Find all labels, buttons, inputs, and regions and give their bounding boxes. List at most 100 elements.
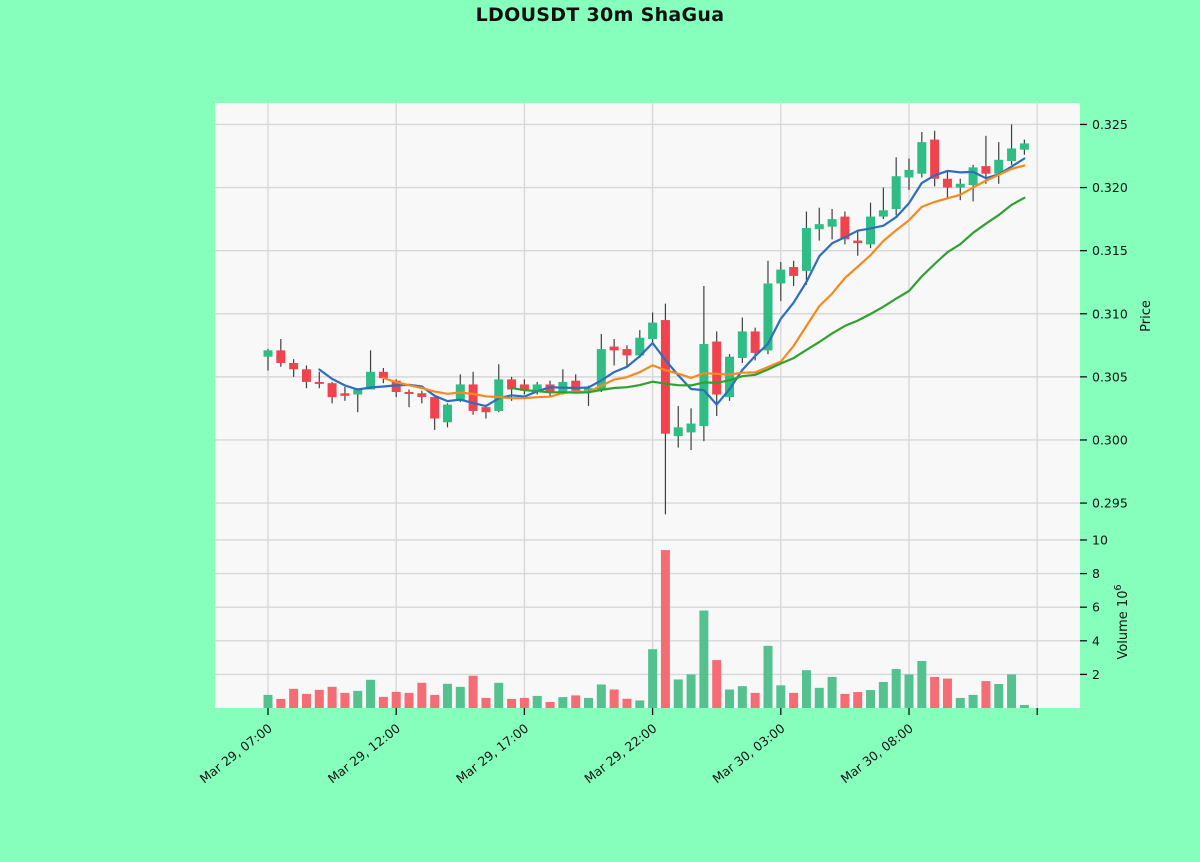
candle	[263, 349, 273, 371]
volume-tick-label: 8	[1092, 566, 1100, 581]
x-tick-label: Mar 30, 08:00	[838, 721, 916, 787]
candle-body	[596, 349, 606, 390]
candle-body	[289, 362, 299, 370]
candle-body	[955, 183, 965, 188]
volume-bar	[327, 686, 337, 708]
candle	[1019, 139, 1029, 155]
volume-tick-label: 10	[1092, 532, 1108, 547]
candle	[327, 381, 337, 404]
candle	[314, 371, 324, 389]
volume-bar	[930, 676, 940, 708]
candle	[571, 374, 581, 394]
volume-bar	[840, 693, 850, 708]
candle-body	[866, 216, 876, 245]
volume-tick-label: 2	[1092, 667, 1100, 682]
volume-bar	[417, 682, 427, 708]
candle-body	[494, 379, 504, 411]
candle-body	[917, 142, 927, 174]
volume-bar	[532, 695, 542, 708]
volume-bar	[994, 683, 1004, 708]
price-tick-label: 0.295	[1092, 496, 1128, 511]
candle	[596, 333, 606, 393]
volume-bar	[609, 689, 619, 708]
price-tick-label: 0.325	[1092, 117, 1128, 132]
price-axis-label: Price	[1139, 300, 1154, 332]
candle	[673, 405, 683, 448]
volume-bar	[891, 669, 901, 708]
x-tick-label: Mar 29, 22:00	[581, 721, 659, 787]
ma-line-ma20	[510, 196, 1026, 394]
volume-bar	[866, 690, 876, 708]
x-tick-label: Mar 29, 12:00	[325, 721, 403, 787]
candle	[699, 285, 709, 442]
volume-bar	[763, 645, 773, 708]
gridlines	[215, 103, 1080, 708]
volume-bar	[917, 660, 927, 708]
candle	[519, 379, 529, 395]
candle	[276, 339, 286, 367]
volume-bar	[904, 674, 914, 708]
candle	[660, 303, 670, 515]
plot-area	[215, 103, 1080, 708]
volume-bar	[301, 693, 311, 708]
volume-bar	[942, 678, 952, 708]
candle	[801, 211, 811, 285]
volume-bar	[455, 686, 465, 708]
volume-bar	[430, 694, 440, 708]
candle	[891, 157, 901, 216]
candle-body	[930, 139, 940, 179]
candle-body	[789, 267, 799, 276]
candle	[1007, 124, 1017, 165]
volume-bar	[968, 694, 978, 708]
price-tick-label: 0.320	[1092, 180, 1128, 195]
volume-bar	[289, 688, 299, 708]
candle-body	[571, 380, 581, 391]
x-tick-label: Mar 30, 03:00	[710, 721, 788, 787]
candles	[263, 124, 1029, 515]
volume-tick-label: 4	[1092, 633, 1100, 648]
candle-body	[827, 219, 837, 227]
volume-bar	[340, 692, 350, 708]
volume-bar	[584, 697, 593, 708]
volume-bar	[391, 691, 401, 708]
volume-bars	[263, 550, 1029, 708]
candle-body	[468, 384, 478, 411]
price-tick-label: 0.310	[1092, 306, 1128, 321]
candle-body	[712, 341, 722, 395]
volume-bar	[699, 610, 709, 708]
candle	[353, 388, 363, 413]
candle	[942, 171, 952, 199]
volume-bar	[494, 682, 504, 708]
candle	[622, 345, 632, 367]
ma-line-ma10	[382, 164, 1026, 400]
candle-body	[532, 384, 542, 391]
candle	[789, 260, 799, 286]
candle-body	[904, 169, 914, 178]
candle	[866, 202, 876, 249]
candle	[494, 364, 504, 413]
candle-body	[891, 176, 901, 210]
candle	[584, 385, 593, 406]
volume-bar	[314, 689, 324, 708]
candle-body	[622, 349, 632, 356]
candle-body	[430, 397, 440, 419]
volume-bar	[712, 660, 722, 708]
volume-bar	[801, 670, 811, 708]
candle-body	[1019, 143, 1029, 150]
candle-body	[327, 383, 337, 398]
candle-body	[584, 388, 593, 391]
volume-bar	[853, 692, 863, 708]
volume-bar	[635, 700, 645, 708]
candle-body	[404, 392, 414, 395]
volume-bar	[481, 697, 491, 708]
x-tick-label: Mar 29, 07:00	[197, 721, 275, 787]
candle	[853, 230, 863, 256]
candle	[827, 209, 837, 240]
volume-bar	[789, 692, 799, 708]
candle-body	[276, 350, 286, 363]
candle	[737, 317, 747, 363]
volume-bar	[353, 690, 363, 708]
candle	[981, 135, 991, 184]
candle-body	[776, 269, 786, 284]
